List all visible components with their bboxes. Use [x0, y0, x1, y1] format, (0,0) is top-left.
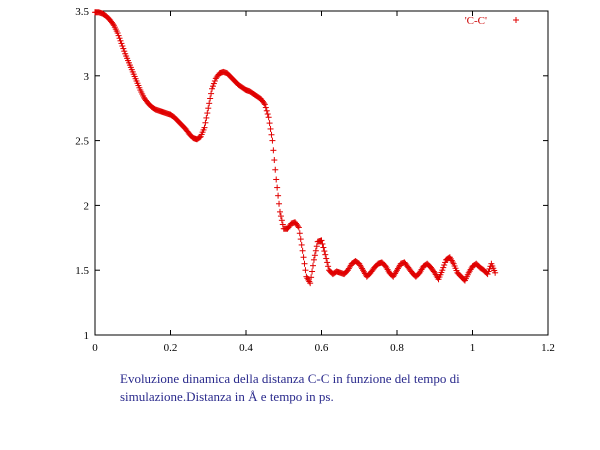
y-tick-label: 3.5: [75, 6, 89, 18]
data-point-interp: [120, 45, 127, 52]
data-point-interp: [203, 114, 210, 121]
data-point: [205, 105, 212, 112]
data-point-interp: [209, 83, 216, 90]
data-point: [276, 208, 283, 215]
data-point-interp: [320, 244, 327, 251]
caption-line-1: Evoluzione dinamica della distanza C-C i…: [120, 371, 460, 386]
data-point: [307, 280, 314, 287]
data-point-interp: [119, 42, 126, 49]
data-point-interp: [264, 111, 271, 118]
x-tick-label: 0.2: [164, 342, 178, 354]
data-point-interp: [440, 264, 447, 271]
data-point-interp: [116, 35, 123, 42]
data-point-interp: [442, 259, 449, 266]
x-tick-label: 0.4: [239, 342, 253, 354]
data-point-interp: [109, 20, 116, 27]
data-point: [295, 224, 302, 231]
data-point-interp: [210, 80, 217, 87]
data-point-interp: [297, 236, 304, 243]
data-point-interp: [309, 268, 316, 275]
data-point-interp: [271, 157, 278, 164]
axes: 0 0.2 0.4 0.6 0.8 1 1.2 1 1.5 2 2.5 3 3.5: [75, 6, 555, 354]
data-point: [299, 247, 306, 254]
data-point: [322, 251, 329, 258]
data-point-interp: [268, 131, 275, 138]
data-point-interp: [115, 32, 122, 39]
data-point-interp: [298, 241, 305, 248]
data-point: [118, 40, 125, 47]
data-point: [273, 176, 280, 183]
y-tick-label: 2: [84, 200, 90, 212]
data-point-interp: [211, 77, 218, 84]
data-point: [439, 267, 446, 274]
data-point-interp: [278, 217, 285, 224]
data-point-interp: [323, 255, 330, 262]
data-point-interp: [270, 147, 277, 154]
data-point: [265, 114, 272, 121]
data-point-interp: [274, 184, 281, 191]
x-tick-label: 0: [92, 342, 98, 354]
data-point-interp: [117, 37, 124, 44]
data-point-interp: [204, 110, 211, 117]
data-point: [201, 124, 208, 131]
data-point-interp: [207, 95, 214, 102]
data-point-interp: [441, 262, 448, 269]
y-tick-label: 3: [84, 71, 90, 83]
caption: Evoluzione dinamica della distanza C-C i…: [120, 370, 540, 406]
data-point-interp: [308, 274, 315, 281]
data-point-interp: [272, 166, 279, 173]
y-tick-label: 2.5: [75, 136, 89, 148]
data-point-interp: [485, 268, 492, 275]
legend-label: 'C-C': [465, 15, 487, 27]
data-point-interp: [324, 259, 331, 266]
data-point-interp: [275, 192, 282, 199]
legend: 'C-C': [465, 15, 519, 27]
data-point-interp: [312, 247, 319, 254]
data-point-interp: [296, 230, 303, 237]
data-point-interp: [294, 223, 301, 230]
data-point-interp: [202, 119, 209, 126]
data-point: [484, 271, 491, 278]
data-point-interp: [301, 260, 308, 267]
y-tick-label: 1.5: [75, 265, 89, 277]
data-point: [261, 101, 268, 108]
data-point-interp: [276, 200, 283, 207]
data-marks: [92, 9, 499, 287]
x-tick-label: 1: [470, 342, 476, 354]
data-point-interp: [325, 263, 332, 270]
data-point: [310, 256, 317, 263]
y-tick-label: 1: [84, 330, 90, 342]
data-point: [492, 269, 499, 276]
data-point-interp: [266, 120, 273, 127]
data-point: [269, 137, 276, 144]
data-point-interp: [206, 100, 213, 107]
x-tick-label: 1.2: [541, 342, 555, 354]
caption-line-2: simulazione.Distanza in Å e tempo in ps.: [120, 389, 334, 404]
data-point: [114, 30, 121, 37]
data-point-interp: [279, 221, 286, 228]
data-point-interp: [486, 265, 493, 272]
x-tick-label: 0.8: [390, 342, 404, 354]
data-point: [318, 237, 325, 244]
legend-marker: [513, 17, 519, 23]
plot-frame: [94, 10, 549, 336]
data-point-interp: [121, 48, 128, 55]
data-point-interp: [267, 125, 274, 132]
data-point-interp: [321, 248, 328, 255]
data-point-interp: [263, 107, 270, 114]
data-point-interp: [262, 104, 269, 111]
x-tick-label: 0.6: [315, 342, 329, 354]
data-point-interp: [277, 213, 284, 220]
data-point-interp: [260, 100, 267, 107]
data-point-interp: [302, 267, 309, 274]
data-point-interp: [300, 254, 307, 261]
data-point-interp: [311, 252, 318, 259]
data-point-interp: [208, 90, 215, 97]
data-point-interp: [313, 243, 320, 250]
data-point-interp: [319, 240, 326, 247]
data-point: [209, 85, 216, 92]
data-point-interp: [310, 262, 317, 269]
